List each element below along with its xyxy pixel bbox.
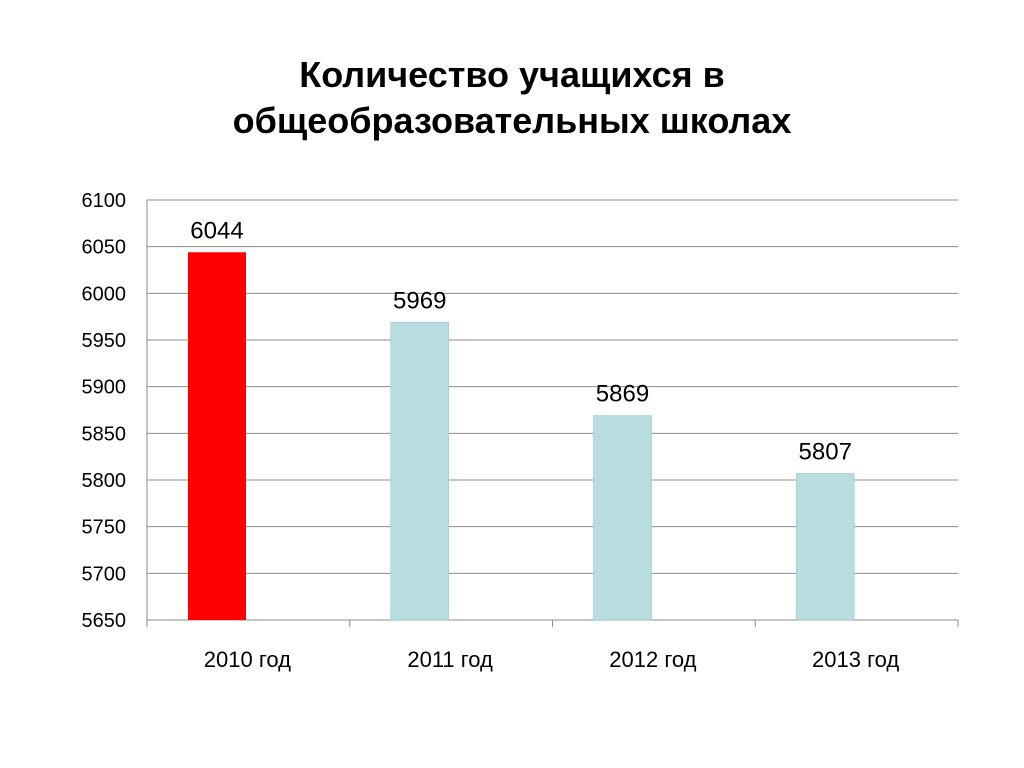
bar-2010-год	[188, 252, 246, 620]
bar-2013-год	[795, 473, 855, 621]
x-tick-label: 2013 год	[812, 647, 899, 672]
y-tick-label: 5800	[82, 470, 127, 492]
y-tick-label: 5950	[82, 330, 127, 352]
data-label: 5869	[596, 381, 649, 408]
x-tick-label: 2010 год	[204, 647, 291, 672]
x-tick-label: 2012 год	[609, 647, 696, 672]
y-tick-label: 5750	[82, 517, 127, 539]
data-label: 6044	[190, 217, 243, 244]
y-tick-label: 5900	[82, 377, 127, 399]
y-tick-label: 5700	[82, 563, 127, 585]
data-label: 5969	[393, 287, 446, 314]
y-tick-label: 5850	[82, 423, 127, 445]
chart-title: Количество учащихся в общеобразовательны…	[0, 52, 1024, 144]
bar-2011-год	[390, 321, 450, 621]
y-tick-label: 6100	[82, 190, 127, 212]
chart-title-line-1: Количество учащихся в	[299, 54, 725, 95]
y-tick-label: 6050	[82, 237, 127, 259]
bar-2012-год	[593, 415, 652, 621]
y-tick-label: 6000	[82, 283, 127, 305]
chart-title-line-2: общеобразовательных школах	[232, 100, 792, 141]
data-label: 5807	[799, 438, 852, 465]
x-tick-label: 2011 год	[407, 647, 493, 672]
y-tick-label: 5650	[82, 610, 127, 632]
